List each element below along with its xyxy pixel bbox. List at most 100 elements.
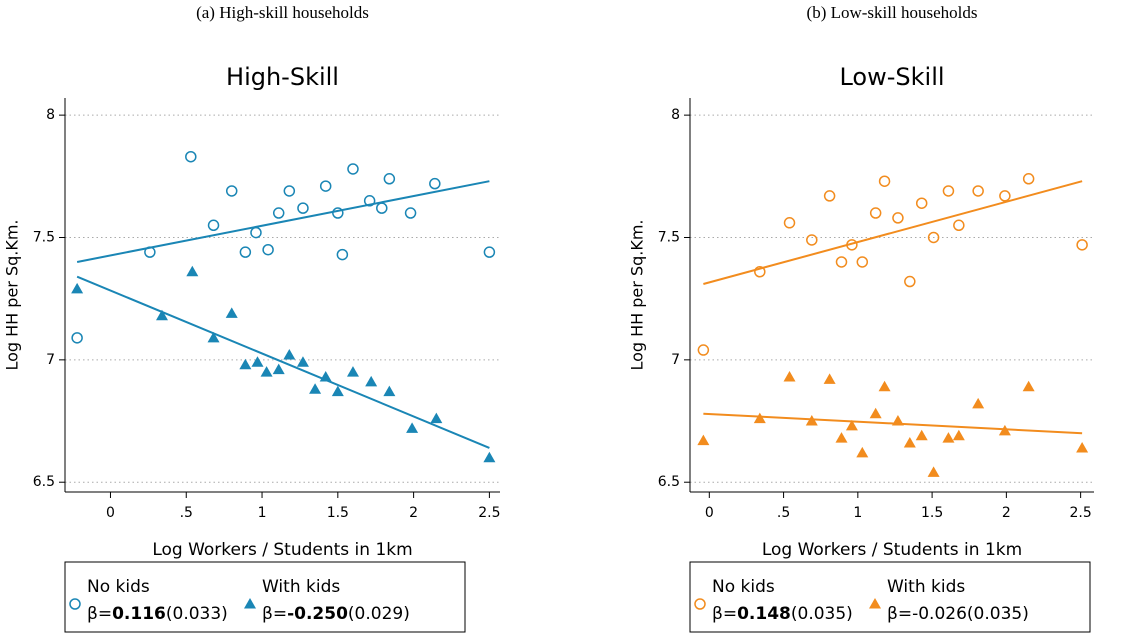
x-tick-label: 2.5 bbox=[1069, 505, 1091, 521]
point bbox=[336, 248, 349, 261]
stat-beta: 0.148 bbox=[737, 604, 791, 624]
point bbox=[309, 383, 322, 394]
stat-se: (0.033) bbox=[166, 604, 228, 624]
stat-prefix: β= bbox=[87, 604, 112, 624]
point bbox=[346, 366, 359, 377]
point bbox=[186, 265, 199, 277]
point bbox=[225, 307, 238, 318]
point bbox=[483, 451, 496, 463]
point bbox=[845, 419, 858, 431]
caption: (b) Low-skill households bbox=[807, 3, 978, 22]
point bbox=[697, 344, 710, 356]
point bbox=[365, 375, 378, 387]
point bbox=[319, 180, 332, 192]
point bbox=[185, 150, 197, 163]
point bbox=[71, 332, 83, 344]
point bbox=[999, 190, 1011, 202]
stat-prefix: β= bbox=[712, 604, 737, 624]
legend-marker bbox=[869, 598, 881, 609]
point bbox=[856, 256, 869, 268]
point bbox=[383, 385, 396, 397]
point bbox=[272, 207, 285, 219]
x-tick-label: 1 bbox=[853, 505, 862, 521]
point bbox=[915, 429, 928, 441]
point bbox=[903, 437, 916, 448]
y-tick-label: 7 bbox=[46, 352, 55, 368]
point bbox=[483, 246, 496, 258]
legend-label: With kids bbox=[262, 577, 340, 597]
x-axis-label: Log Workers / Students in 1km bbox=[152, 540, 412, 560]
point bbox=[297, 202, 309, 214]
stat-se: (0.029) bbox=[348, 604, 410, 624]
y-tick-label: 8 bbox=[46, 107, 55, 123]
point bbox=[207, 219, 220, 232]
stat-beta: -0.250 bbox=[287, 604, 348, 624]
point bbox=[753, 412, 766, 424]
y-tick-label: 6.5 bbox=[33, 474, 55, 490]
point bbox=[972, 397, 985, 409]
stat-beta: 0.116 bbox=[112, 604, 166, 624]
point bbox=[823, 190, 836, 202]
point bbox=[207, 331, 220, 343]
x-tick-label: 1.5 bbox=[921, 505, 943, 521]
y-tick-label: 8 bbox=[671, 107, 680, 123]
legend-box bbox=[64, 561, 466, 633]
x-tick-label: 2.5 bbox=[478, 505, 500, 521]
point bbox=[953, 219, 965, 232]
point bbox=[225, 185, 238, 197]
x-tick-label: 1.5 bbox=[327, 505, 349, 521]
point bbox=[156, 309, 169, 321]
x-tick-label: 1 bbox=[258, 505, 267, 521]
point bbox=[927, 466, 940, 477]
point bbox=[1022, 173, 1035, 185]
point bbox=[856, 446, 869, 458]
point bbox=[376, 202, 388, 214]
y-tick-label: 7.5 bbox=[33, 229, 55, 245]
point bbox=[1022, 380, 1035, 392]
x-tick-label: 0 bbox=[106, 505, 115, 521]
point bbox=[71, 282, 84, 294]
legend-marker bbox=[69, 598, 81, 610]
point bbox=[296, 356, 309, 367]
point bbox=[942, 432, 955, 443]
point bbox=[260, 366, 273, 377]
point bbox=[239, 358, 252, 370]
point bbox=[383, 173, 396, 185]
point bbox=[783, 370, 796, 382]
point bbox=[283, 185, 296, 197]
point bbox=[927, 231, 940, 244]
point bbox=[262, 243, 274, 256]
legend-marker bbox=[244, 598, 256, 609]
fit-line bbox=[76, 275, 490, 449]
point bbox=[283, 348, 296, 360]
chart-title: High-Skill bbox=[226, 63, 339, 91]
legend-label: No kids bbox=[87, 577, 150, 597]
point bbox=[878, 175, 891, 187]
point bbox=[892, 212, 904, 224]
point bbox=[430, 412, 443, 424]
legend-stat: β=-0.250(0.029) bbox=[262, 604, 410, 624]
point bbox=[952, 429, 965, 441]
legend-marker bbox=[694, 598, 706, 610]
y-tick-label: 7 bbox=[671, 352, 680, 368]
point bbox=[406, 422, 419, 433]
stat-prefix: β= bbox=[262, 604, 287, 624]
point bbox=[783, 217, 796, 229]
point bbox=[869, 207, 882, 219]
point bbox=[835, 256, 848, 268]
legend-label: No kids bbox=[712, 577, 775, 597]
point bbox=[835, 432, 848, 443]
x-tick-label: 2 bbox=[1002, 505, 1011, 521]
point bbox=[429, 177, 441, 190]
point bbox=[869, 407, 882, 419]
x-tick-label: .5 bbox=[180, 505, 193, 521]
point bbox=[754, 266, 766, 278]
point bbox=[878, 380, 891, 392]
legend-stat: β=0.148(0.035) bbox=[712, 604, 853, 624]
x-tick-label: 0 bbox=[705, 505, 714, 521]
y-tick-label: 7.5 bbox=[658, 229, 680, 245]
point bbox=[942, 185, 955, 197]
stat-beta: -0.026 bbox=[912, 604, 967, 624]
fit-line bbox=[703, 180, 1083, 285]
point bbox=[697, 434, 710, 446]
